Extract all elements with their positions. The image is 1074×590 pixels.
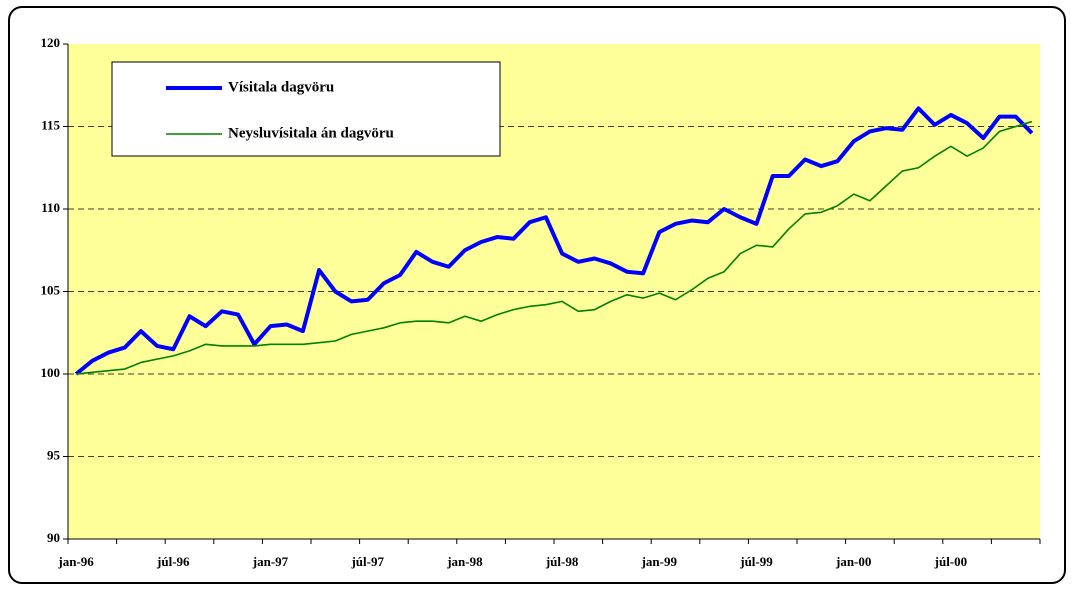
y-tick-label: 105	[41, 282, 61, 297]
x-tick-label: júl-97	[350, 554, 384, 569]
y-tick-label: 100	[41, 365, 61, 380]
x-tick-label: júl-99	[739, 554, 773, 569]
x-tick-label: júl-98	[545, 554, 579, 569]
y-tick-label: 110	[41, 200, 60, 215]
series-line	[74, 106, 1034, 376]
chart-frame	[8, 6, 1066, 584]
x-tick-label: jan-99	[641, 554, 678, 569]
legend-label: Neysluvísitala án dagvöru	[228, 125, 394, 141]
x-tick-label: jan-00	[835, 554, 871, 569]
legend-box	[111, 61, 501, 157]
x-tick-label: júl-00	[934, 554, 968, 569]
y-tick-label: 120	[41, 35, 61, 50]
x-tick-label: jan-98	[446, 554, 483, 569]
legend-label: Vísitala dagvöru	[228, 79, 334, 95]
x-tick-label: jan-96	[57, 554, 94, 569]
y-tick-label: 95	[47, 447, 61, 462]
x-tick-label: júl-96	[156, 554, 190, 569]
series-line	[76, 120, 1033, 375]
x-tick-label: jan-97	[252, 554, 289, 569]
y-tick-label: 90	[47, 530, 60, 545]
y-tick-label: 115	[41, 117, 60, 132]
